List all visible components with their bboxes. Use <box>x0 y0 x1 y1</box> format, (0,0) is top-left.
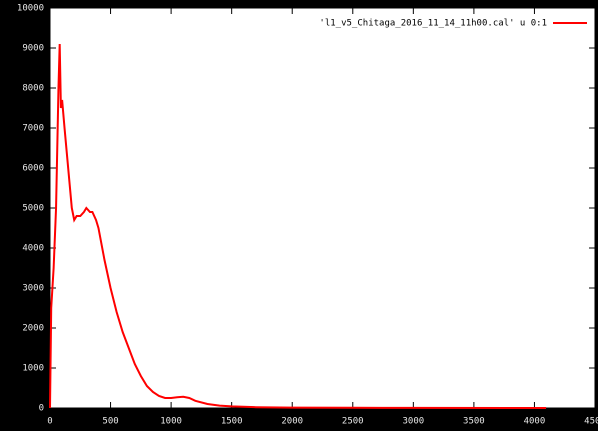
plot-area <box>49 7 596 409</box>
x-tick-label: 1500 <box>221 417 243 427</box>
x-tick-label: 1000 <box>160 417 182 427</box>
x-tick-label: 0 <box>47 417 52 427</box>
x-tick-label: 2500 <box>342 417 364 427</box>
y-tick-label: 5000 <box>22 204 44 214</box>
y-tick-label: 0 <box>39 404 44 414</box>
y-tick-label: 8000 <box>22 84 44 94</box>
y-tick-label: 3000 <box>22 284 44 294</box>
x-tick-label: 4500 <box>584 417 598 427</box>
y-tick-label: 2000 <box>22 324 44 334</box>
y-tick-label: 10000 <box>17 4 44 14</box>
x-tick-label: 4000 <box>524 417 546 427</box>
y-tick-label: 9000 <box>22 44 44 54</box>
x-tick-label: 500 <box>102 417 118 427</box>
x-tick-label: 3000 <box>402 417 424 427</box>
legend-label: 'l1_v5_Chitaga_2016_11_14_11h00.cal' u 0… <box>319 19 547 29</box>
x-tick-label: 3500 <box>463 417 485 427</box>
x-tick-label: 2000 <box>281 417 303 427</box>
y-tick-label: 4000 <box>22 244 44 254</box>
y-tick-label: 7000 <box>22 124 44 134</box>
y-tick-label: 1000 <box>22 364 44 374</box>
y-tick-label: 6000 <box>22 164 44 174</box>
data-line <box>49 43 547 409</box>
